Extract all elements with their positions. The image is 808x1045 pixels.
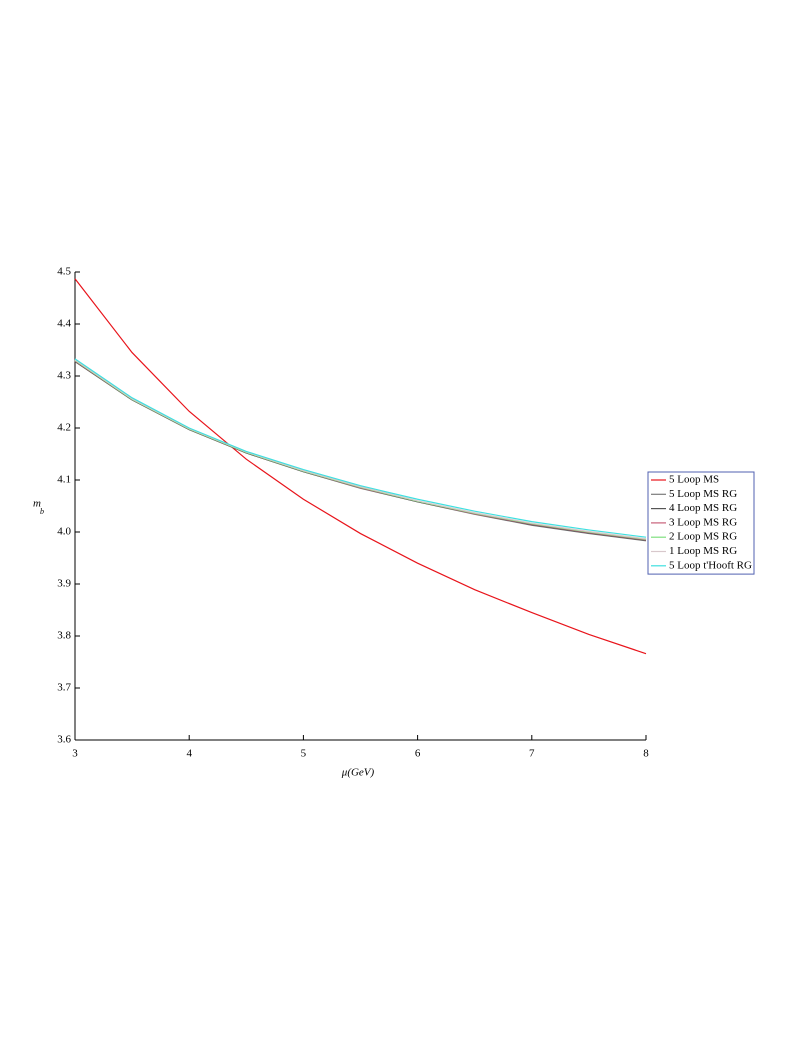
- y-tick-label: 4.2: [57, 422, 71, 434]
- y-tick-label: 4.1: [57, 474, 71, 486]
- series-line: [74, 278, 647, 655]
- legend-label: 3 Loop MS RG: [669, 516, 737, 528]
- x-tick-label: 3: [72, 748, 78, 760]
- x-tick-label: 6: [415, 748, 421, 760]
- x-tick-label: 4: [186, 748, 192, 760]
- legend-label: 5 Loop MS: [669, 474, 719, 486]
- series-line: [74, 359, 647, 540]
- legend-label: 5 Loop MS RG: [669, 488, 737, 500]
- y-tick-label: 3.8: [57, 630, 71, 642]
- legend-label: 4 Loop MS RG: [669, 502, 737, 514]
- x-tick-label: 5: [301, 748, 307, 760]
- series-line: [74, 360, 647, 541]
- series-line: [74, 358, 647, 538]
- y-tick-label: 4.0: [57, 526, 71, 538]
- series-line: [74, 360, 647, 542]
- legend-label: 2 Loop MS RG: [669, 531, 737, 543]
- x-axis-label: μ(GeV): [341, 767, 375, 779]
- legend-label: 1 Loop MS RG: [669, 545, 737, 557]
- y-tick-label: 3.7: [57, 682, 71, 694]
- series-line: [74, 359, 647, 540]
- y-tick-label: 4.3: [57, 370, 71, 382]
- y-tick-label: 4.5: [57, 266, 71, 278]
- y-tick-label: 3.9: [57, 578, 71, 590]
- x-tick-label: 8: [643, 748, 649, 760]
- y-axis-label-subscript: b: [40, 507, 44, 516]
- y-axis-label: m: [33, 498, 41, 510]
- x-tick-label: 7: [529, 748, 535, 760]
- y-tick-label: 4.4: [57, 318, 71, 330]
- y-tick-label: 3.6: [57, 734, 71, 746]
- series-line: [74, 360, 647, 541]
- legend-label: 5 Loop t'Hooft RG: [669, 559, 752, 571]
